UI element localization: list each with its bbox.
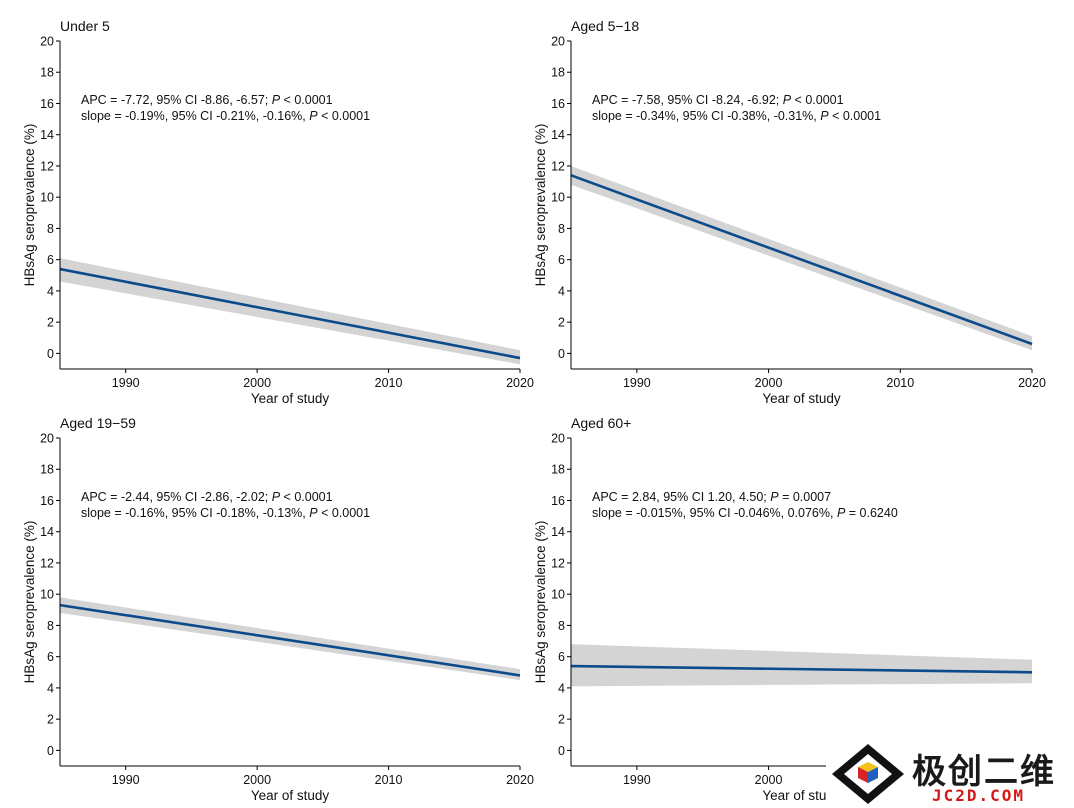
panel-4-y-tick-label: 2 — [558, 713, 565, 727]
panel-4-x-tick-label: 1990 — [623, 773, 651, 787]
panel-1-y-tick-label: 14 — [40, 128, 54, 142]
panel-3-y-tick-label: 4 — [47, 681, 54, 695]
panel-2-y-tick-label: 12 — [551, 159, 565, 173]
panel-1-ci-band — [60, 258, 520, 365]
panel-4-stat-slope: slope = -0.015%, 95% CI -0.046%, 0.076%,… — [592, 506, 898, 520]
panel-4-x-tick-label: 2000 — [755, 773, 783, 787]
panel-3-y-tick-label: 16 — [40, 494, 54, 508]
watermark-cn-text: 极创二维 — [912, 752, 1056, 792]
panel-1-x-tick-label: 2000 — [243, 376, 271, 390]
panel-1: Under 5 0 2 4 6 8 10 12 14 16 18 20 1990 2000 2010 2020… — [22, 18, 534, 406]
panel-1-y-tick-label: 10 — [40, 191, 54, 205]
panel-1-y-tick-label: 12 — [40, 159, 54, 173]
panel-3-y-tick-label: 10 — [40, 588, 54, 602]
panel-2-y-tick-label: 20 — [551, 35, 565, 49]
panel-2-y-tick-label: 8 — [558, 222, 565, 236]
panel-2-x-tick-label: 2000 — [755, 376, 783, 390]
panel-1-x-tick-label: 2010 — [375, 376, 403, 390]
panel-2-y-tick-label: 16 — [551, 97, 565, 111]
panel-2-x-tick-label: 2020 — [1018, 376, 1046, 390]
watermark: 极创二维 JC2D.COM — [826, 742, 1074, 808]
panel-2-x-axis-label: Year of study — [762, 391, 841, 406]
panel-2-y-axis-label: HBsAg seroprevalence (%) — [533, 124, 548, 287]
cube-logo-icon — [832, 744, 904, 804]
panel-4-title: Aged 60+ — [571, 415, 631, 431]
panel-3-y-tick-label: 20 — [40, 432, 54, 446]
panel-2-stat-slope: slope = -0.34%, 95% CI -0.38%, -0.31%, P… — [592, 109, 881, 123]
panel-4-trend-line — [570, 664, 1033, 674]
panel-4-y-tick-label: 10 — [551, 588, 565, 602]
panel-3-stat-slope: slope = -0.16%, 95% CI -0.18%, -0.13%, P… — [81, 506, 370, 520]
panel-3-x-tick-label: 1990 — [112, 773, 140, 787]
panel-2-trend-line — [570, 174, 1033, 346]
panel-3-trend-line — [59, 603, 521, 677]
panel-1-stat-apc: APC = -7.72, 95% CI -8.86, -6.57; P < 0.… — [81, 93, 333, 107]
panel-2-title: Aged 5−18 — [571, 18, 639, 34]
panel-4-y-tick-label: 18 — [551, 463, 565, 477]
panel-1-x-axis-label: Year of study — [251, 391, 330, 406]
panel-3-y-tick-label: 8 — [47, 619, 54, 633]
panel-1-y-axis-label: HBsAg seroprevalence (%) — [22, 124, 37, 287]
panel-1-y-tick-label: 6 — [47, 253, 54, 267]
panel-3-x-axis-label: Year of study — [251, 788, 330, 803]
panel-4-y-tick-label: 0 — [558, 744, 565, 758]
panel-3-y-tick-label: 14 — [40, 525, 54, 539]
panel-3-y-axis-label: HBsAg seroprevalence (%) — [22, 521, 37, 684]
panel-4-y-tick-label: 8 — [558, 619, 565, 633]
panel-4-y-tick-label: 16 — [551, 494, 565, 508]
watermark-en-text: JC2D.COM — [932, 786, 1026, 805]
panel-1-y-tick-label: 2 — [47, 316, 54, 330]
panel-2-x-tick-label: 2010 — [886, 376, 914, 390]
panel-3-title: Aged 19−59 — [60, 415, 136, 431]
panel-4-y-tick-label: 20 — [551, 432, 565, 446]
panel-1-x-tick-label: 1990 — [112, 376, 140, 390]
panel-2-y-tick-label: 14 — [551, 128, 565, 142]
panel-4-ci-band — [571, 644, 1032, 687]
panel-4-x-axis-label: Year of study — [762, 788, 841, 803]
panel-1-title: Under 5 — [60, 18, 110, 34]
panel-2-stat-apc: APC = -7.58, 95% CI -8.24, -6.92; P < 0.… — [592, 93, 844, 107]
panel-1-y-tick-label: 0 — [47, 347, 54, 361]
panel-2-y-tick-label: 18 — [551, 66, 565, 80]
panel-1-stat-slope: slope = -0.19%, 95% CI -0.21%, -0.16%, P… — [81, 109, 370, 123]
panel-3-ci-band — [60, 597, 520, 681]
panel-3-x-tick-label: 2010 — [375, 773, 403, 787]
panel-1-y-tick-label: 8 — [47, 222, 54, 236]
panel-4-y-axis-label: HBsAg seroprevalence (%) — [533, 521, 548, 684]
panel-2-y-tick-label: 6 — [558, 253, 565, 267]
panel-3: Aged 19−59 0 2 4 6 8 10 12 14 16 18 20 1990 2000 2010 2… — [22, 415, 534, 803]
panel-4-y-tick-label: 6 — [558, 650, 565, 664]
panel-4-stat-apc: APC = 2.84, 95% CI 1.20, 4.50; P = 0.000… — [592, 490, 831, 504]
panel-4-y-tick-label: 12 — [551, 556, 565, 570]
panel-4-y-tick-label: 14 — [551, 525, 565, 539]
panel-3-stat-apc: APC = -2.44, 95% CI -2.86, -2.02; P < 0.… — [81, 490, 333, 504]
panel-1-trend-line — [59, 267, 521, 360]
panel-2-y-tick-label: 10 — [551, 191, 565, 205]
panel-4-y-tick-label: 4 — [558, 681, 565, 695]
panel-1-y-tick-label: 4 — [47, 284, 54, 298]
panel-3-y-tick-label: 2 — [47, 713, 54, 727]
panel-3-y-tick-label: 6 — [47, 650, 54, 664]
panel-3-x-tick-label: 2020 — [506, 773, 534, 787]
panel-2-y-tick-label: 4 — [558, 284, 565, 298]
panel-2: Aged 5−18 0 2 4 6 8 10 12 14 16 18 20 1990 2000 2010 20… — [533, 18, 1046, 406]
panel-1-x-tick-label: 2020 — [506, 376, 534, 390]
panel-2-y-tick-label: 0 — [558, 347, 565, 361]
panel-3-y-tick-label: 0 — [47, 744, 54, 758]
panel-3-x-tick-label: 2000 — [243, 773, 271, 787]
panel-1-y-tick-label: 16 — [40, 97, 54, 111]
panel-4: Aged 60+02468101214161820199020002010202… — [533, 415, 1046, 803]
panel-1-y-tick-label: 18 — [40, 66, 54, 80]
panel-3-y-tick-label: 12 — [40, 556, 54, 570]
panel-2-x-tick-label: 1990 — [623, 376, 651, 390]
panel-2-ci-band — [571, 165, 1032, 351]
panel-2-y-tick-label: 2 — [558, 316, 565, 330]
panel-3-y-tick-label: 18 — [40, 463, 54, 477]
panel-1-y-tick-label: 20 — [40, 35, 54, 49]
